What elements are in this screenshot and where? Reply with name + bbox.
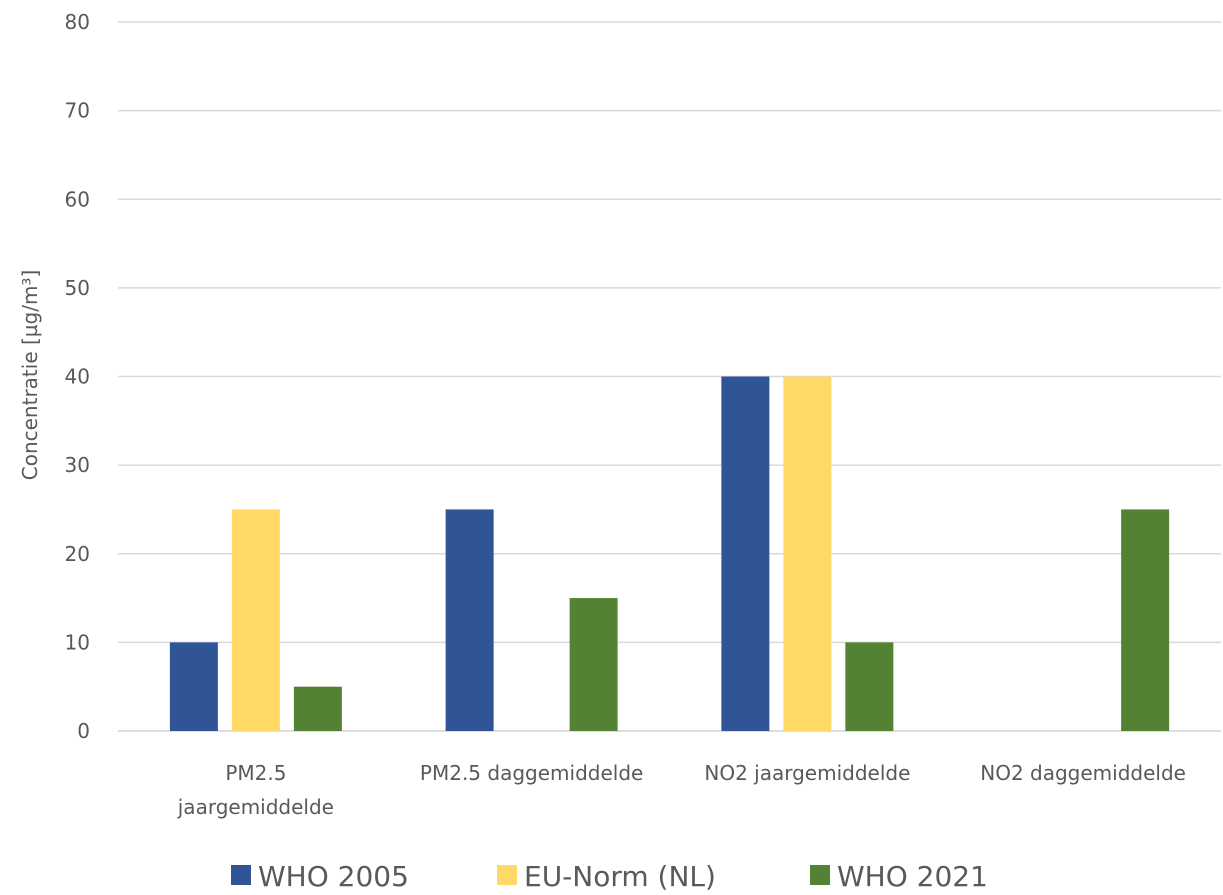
y-axis-label: Concentratie [µg/m³] bbox=[18, 270, 42, 481]
y-tick-label: 30 bbox=[65, 453, 90, 477]
legend-swatch bbox=[231, 865, 251, 885]
x-category-label: jaargemiddelde bbox=[177, 795, 334, 819]
bar-who-2021-2 bbox=[845, 642, 894, 731]
legend-swatch bbox=[497, 865, 517, 885]
bar-who-2021-0 bbox=[293, 686, 342, 731]
bar-who-2005-1 bbox=[445, 509, 494, 731]
legend-label: WHO 2021 bbox=[837, 860, 988, 893]
bar-eu-norm-nl-0 bbox=[231, 509, 280, 731]
y-tick-label: 60 bbox=[65, 187, 90, 211]
bar-who-2021-1 bbox=[569, 598, 618, 731]
legend-swatch bbox=[810, 865, 830, 885]
bar-eu-norm-nl-2 bbox=[783, 376, 832, 731]
x-category-label: PM2.5 daggemiddelde bbox=[420, 761, 643, 785]
legend: WHO 2005 EU-Norm (NL) WHO 2021 bbox=[231, 860, 988, 893]
y-tick-label: 70 bbox=[65, 99, 90, 123]
x-category-label: PM2.5 bbox=[225, 761, 286, 785]
legend-label: WHO 2005 bbox=[258, 860, 409, 893]
x-category-label: NO2 daggemiddelde bbox=[980, 761, 1186, 785]
y-tick-label: 40 bbox=[65, 365, 90, 389]
y-axis-tick-labels: 0 10 20 30 40 50 60 70 80 bbox=[65, 10, 90, 743]
bar-who-2021-3 bbox=[1121, 509, 1170, 731]
y-tick-label: 0 bbox=[77, 719, 90, 743]
legend-label: EU-Norm (NL) bbox=[524, 860, 716, 893]
bar-who-2005-2 bbox=[721, 376, 770, 731]
y-tick-label: 10 bbox=[65, 630, 90, 654]
x-axis-category-labels: PM2.5 jaargemiddelde PM2.5 daggemiddelde NO… bbox=[177, 761, 1186, 819]
x-category-label: NO2 jaargemiddelde bbox=[704, 761, 910, 785]
gridlines bbox=[118, 21, 1221, 732]
bars bbox=[169, 376, 1170, 731]
y-tick-label: 50 bbox=[65, 276, 90, 300]
y-tick-label: 80 bbox=[65, 10, 90, 34]
y-tick-label: 20 bbox=[65, 542, 90, 566]
bar-who-2005-0 bbox=[169, 642, 218, 731]
